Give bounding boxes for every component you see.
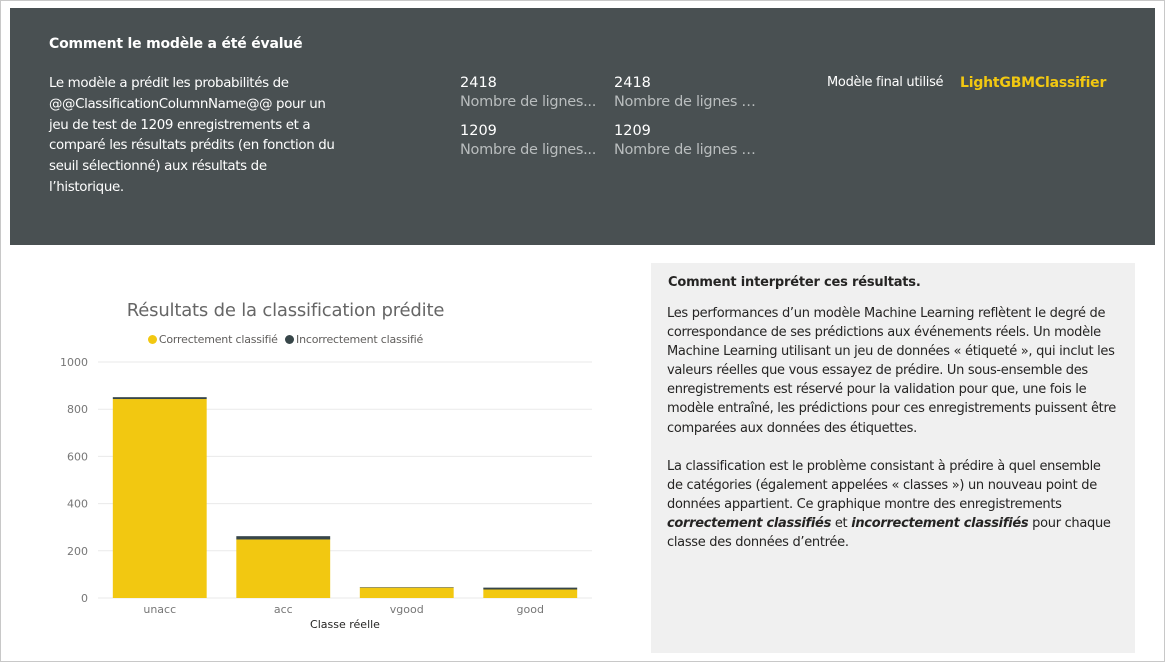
y-tick-label: 600 [67, 450, 88, 463]
panel-text: Les performances d’un modèle Machine Lea… [667, 304, 1117, 571]
stat-card[interactable]: 1209 Nombre de lignes... [460, 122, 610, 160]
bar-segment[interactable] [483, 589, 578, 598]
legend-label: Incorrectement classifié [296, 333, 424, 346]
x-tick-label: vgood [390, 603, 424, 616]
bar-segment[interactable] [236, 539, 331, 598]
stat-value: 2418 [614, 75, 651, 91]
emphasis-incorrect: incorrectement classifiés [851, 515, 1029, 531]
stat-card[interactable]: 2418 Nombre de lignes éc... [614, 74, 764, 112]
y-tick-label: 800 [67, 403, 88, 416]
legend-label: Correctement classifié [158, 333, 278, 346]
bar-segment[interactable] [236, 536, 331, 540]
stat-card[interactable]: 1209 Nombre de lignes de... [614, 122, 764, 160]
bar-segment[interactable] [112, 397, 207, 400]
legend-item-correct[interactable]: Correctement classifié [147, 333, 278, 346]
stat-value: 1209 [614, 123, 651, 139]
chart-title: Résultats de la classification prédite [126, 300, 445, 321]
stat-value: 1209 [460, 123, 497, 139]
panel-paragraph: Les performances d’un modèle Machine Lea… [667, 306, 1116, 436]
legend-dot-icon [147, 335, 157, 344]
evaluation-banner: Comment le modèle a été évalué Le modèle… [10, 8, 1155, 245]
stat-card[interactable]: 2418 Nombre de lignes... [460, 74, 610, 112]
final-model-label: Modèle final utilisé [827, 75, 944, 90]
interpretation-panel: Comment interpréter ces résultats. Les p… [651, 263, 1135, 653]
banner-description: Le modèle a prédit les probabilités de @… [49, 76, 335, 195]
x-axis-label: Classe réelle [310, 618, 380, 631]
stat-label: Nombre de lignes éc... [614, 94, 764, 110]
bar-segment[interactable] [112, 399, 207, 598]
y-tick-label: 200 [67, 545, 88, 558]
x-tick-label: good [517, 603, 544, 616]
chart-legend[interactable]: Correctement classifié Incorrectement cl… [40, 333, 531, 346]
legend-item-incorrect[interactable]: Incorrectement classifié [285, 333, 423, 346]
panel-paragraph: La classification est le problème consis… [667, 458, 1111, 551]
y-tick-label: 0 [81, 592, 88, 605]
y-tick-label: 400 [67, 498, 88, 511]
emphasis-correct: correctement classifiés [667, 515, 832, 531]
stat-label: Nombre de lignes de... [614, 142, 764, 158]
final-model-value: LightGBMClassifier [960, 75, 1107, 91]
stat-value: 2418 [460, 75, 497, 91]
x-tick-label: acc [274, 603, 293, 616]
x-tick-label: unacc [143, 603, 176, 616]
banner-title: Comment le modèle a été évalué [49, 36, 303, 52]
stat-label: Nombre de lignes... [460, 142, 597, 158]
chart-canvas: 0 200 400 600 800 1000 unacc acc vgood good Classe… [60, 356, 592, 631]
panel-title: Comment interpréter ces résultats. [668, 275, 921, 290]
classification-chart[interactable]: 0 200 400 600 800 1000 unacc acc vgood good Classe… [40, 292, 610, 642]
bar-segment[interactable] [359, 587, 454, 598]
y-tick-label: 1000 [60, 356, 88, 369]
stat-label: Nombre de lignes... [460, 94, 597, 110]
bar-segment[interactable] [483, 587, 578, 590]
legend-dot-icon [285, 335, 295, 344]
